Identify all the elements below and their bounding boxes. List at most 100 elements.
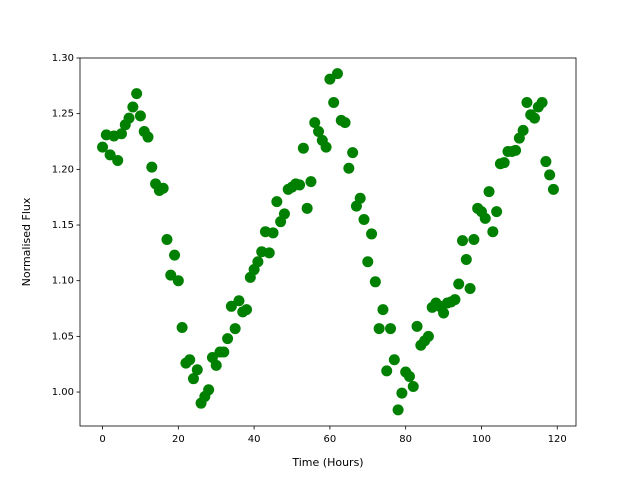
point bbox=[362, 256, 374, 268]
point bbox=[483, 186, 495, 198]
point bbox=[487, 226, 499, 238]
point bbox=[358, 213, 370, 225]
point bbox=[529, 112, 541, 124]
point bbox=[381, 365, 393, 377]
point bbox=[97, 141, 109, 153]
point bbox=[373, 323, 385, 335]
point bbox=[278, 208, 290, 220]
point bbox=[498, 157, 510, 169]
point bbox=[225, 300, 237, 312]
point bbox=[411, 320, 423, 332]
point bbox=[187, 373, 199, 385]
point bbox=[320, 141, 332, 153]
point bbox=[127, 101, 139, 113]
x-tick-label: 80 bbox=[399, 434, 412, 445]
point bbox=[184, 354, 196, 366]
point bbox=[403, 370, 415, 382]
point bbox=[112, 154, 124, 166]
point bbox=[438, 307, 450, 319]
point bbox=[222, 333, 234, 345]
point bbox=[309, 117, 321, 129]
x-axis-label: Time (Hours) bbox=[291, 456, 363, 469]
point bbox=[233, 295, 245, 307]
point bbox=[267, 227, 279, 239]
point bbox=[115, 128, 127, 140]
point bbox=[104, 149, 116, 161]
point bbox=[544, 169, 556, 181]
y-tick-label: 1.05 bbox=[52, 331, 74, 342]
point bbox=[301, 202, 313, 214]
point bbox=[385, 323, 397, 335]
point bbox=[210, 359, 222, 371]
point bbox=[536, 97, 548, 109]
x-tick-label: 120 bbox=[548, 434, 567, 445]
point bbox=[218, 346, 230, 358]
point bbox=[134, 110, 146, 122]
point bbox=[161, 233, 173, 245]
point bbox=[422, 330, 434, 342]
point bbox=[407, 380, 419, 392]
point bbox=[517, 124, 529, 136]
point bbox=[324, 73, 336, 85]
axes-frame bbox=[79, 57, 577, 427]
x-tick-label: 20 bbox=[172, 434, 185, 445]
point bbox=[453, 278, 465, 290]
point bbox=[377, 304, 389, 316]
point bbox=[510, 144, 522, 156]
point bbox=[468, 233, 480, 245]
point bbox=[165, 269, 177, 281]
point bbox=[241, 304, 253, 316]
y-tick-label: 1.15 bbox=[52, 220, 74, 231]
point bbox=[354, 192, 366, 204]
point bbox=[294, 179, 306, 191]
point bbox=[396, 387, 408, 399]
x-tick-label: 40 bbox=[248, 434, 261, 445]
point bbox=[449, 294, 461, 306]
point bbox=[392, 404, 404, 416]
y-tick-label: 1.20 bbox=[52, 164, 74, 175]
y-tick-label: 1.25 bbox=[52, 109, 74, 120]
point bbox=[521, 97, 533, 109]
point bbox=[366, 228, 378, 240]
y-tick-label: 1.30 bbox=[52, 53, 74, 64]
point bbox=[457, 235, 469, 247]
point bbox=[491, 206, 503, 218]
point bbox=[123, 112, 135, 124]
point bbox=[460, 254, 472, 266]
point bbox=[331, 68, 343, 80]
point bbox=[547, 183, 559, 195]
point bbox=[146, 161, 158, 173]
point bbox=[343, 162, 355, 174]
point bbox=[297, 142, 309, 154]
point bbox=[142, 131, 154, 143]
x-tick-label: 100 bbox=[472, 434, 491, 445]
y-tick-label: 1.10 bbox=[52, 276, 74, 287]
point bbox=[169, 249, 181, 261]
y-tick-label: 1.00 bbox=[52, 387, 74, 398]
point bbox=[305, 176, 317, 188]
point bbox=[229, 323, 241, 335]
point bbox=[540, 156, 552, 168]
point bbox=[271, 196, 283, 208]
x-tick-label: 60 bbox=[324, 434, 337, 445]
point bbox=[172, 275, 184, 287]
point bbox=[347, 147, 359, 159]
point bbox=[388, 354, 400, 366]
y-axis-label: Normalised Flux bbox=[20, 197, 33, 286]
point bbox=[479, 212, 491, 224]
point bbox=[339, 117, 351, 129]
point bbox=[464, 282, 476, 294]
point bbox=[328, 97, 340, 109]
point bbox=[191, 364, 203, 376]
point bbox=[313, 125, 325, 137]
point bbox=[252, 256, 264, 268]
point bbox=[203, 384, 215, 396]
point bbox=[176, 321, 188, 333]
point bbox=[369, 276, 381, 288]
x-tick-label: 0 bbox=[99, 434, 105, 445]
point bbox=[157, 182, 169, 194]
point bbox=[131, 88, 143, 100]
point bbox=[263, 247, 275, 259]
